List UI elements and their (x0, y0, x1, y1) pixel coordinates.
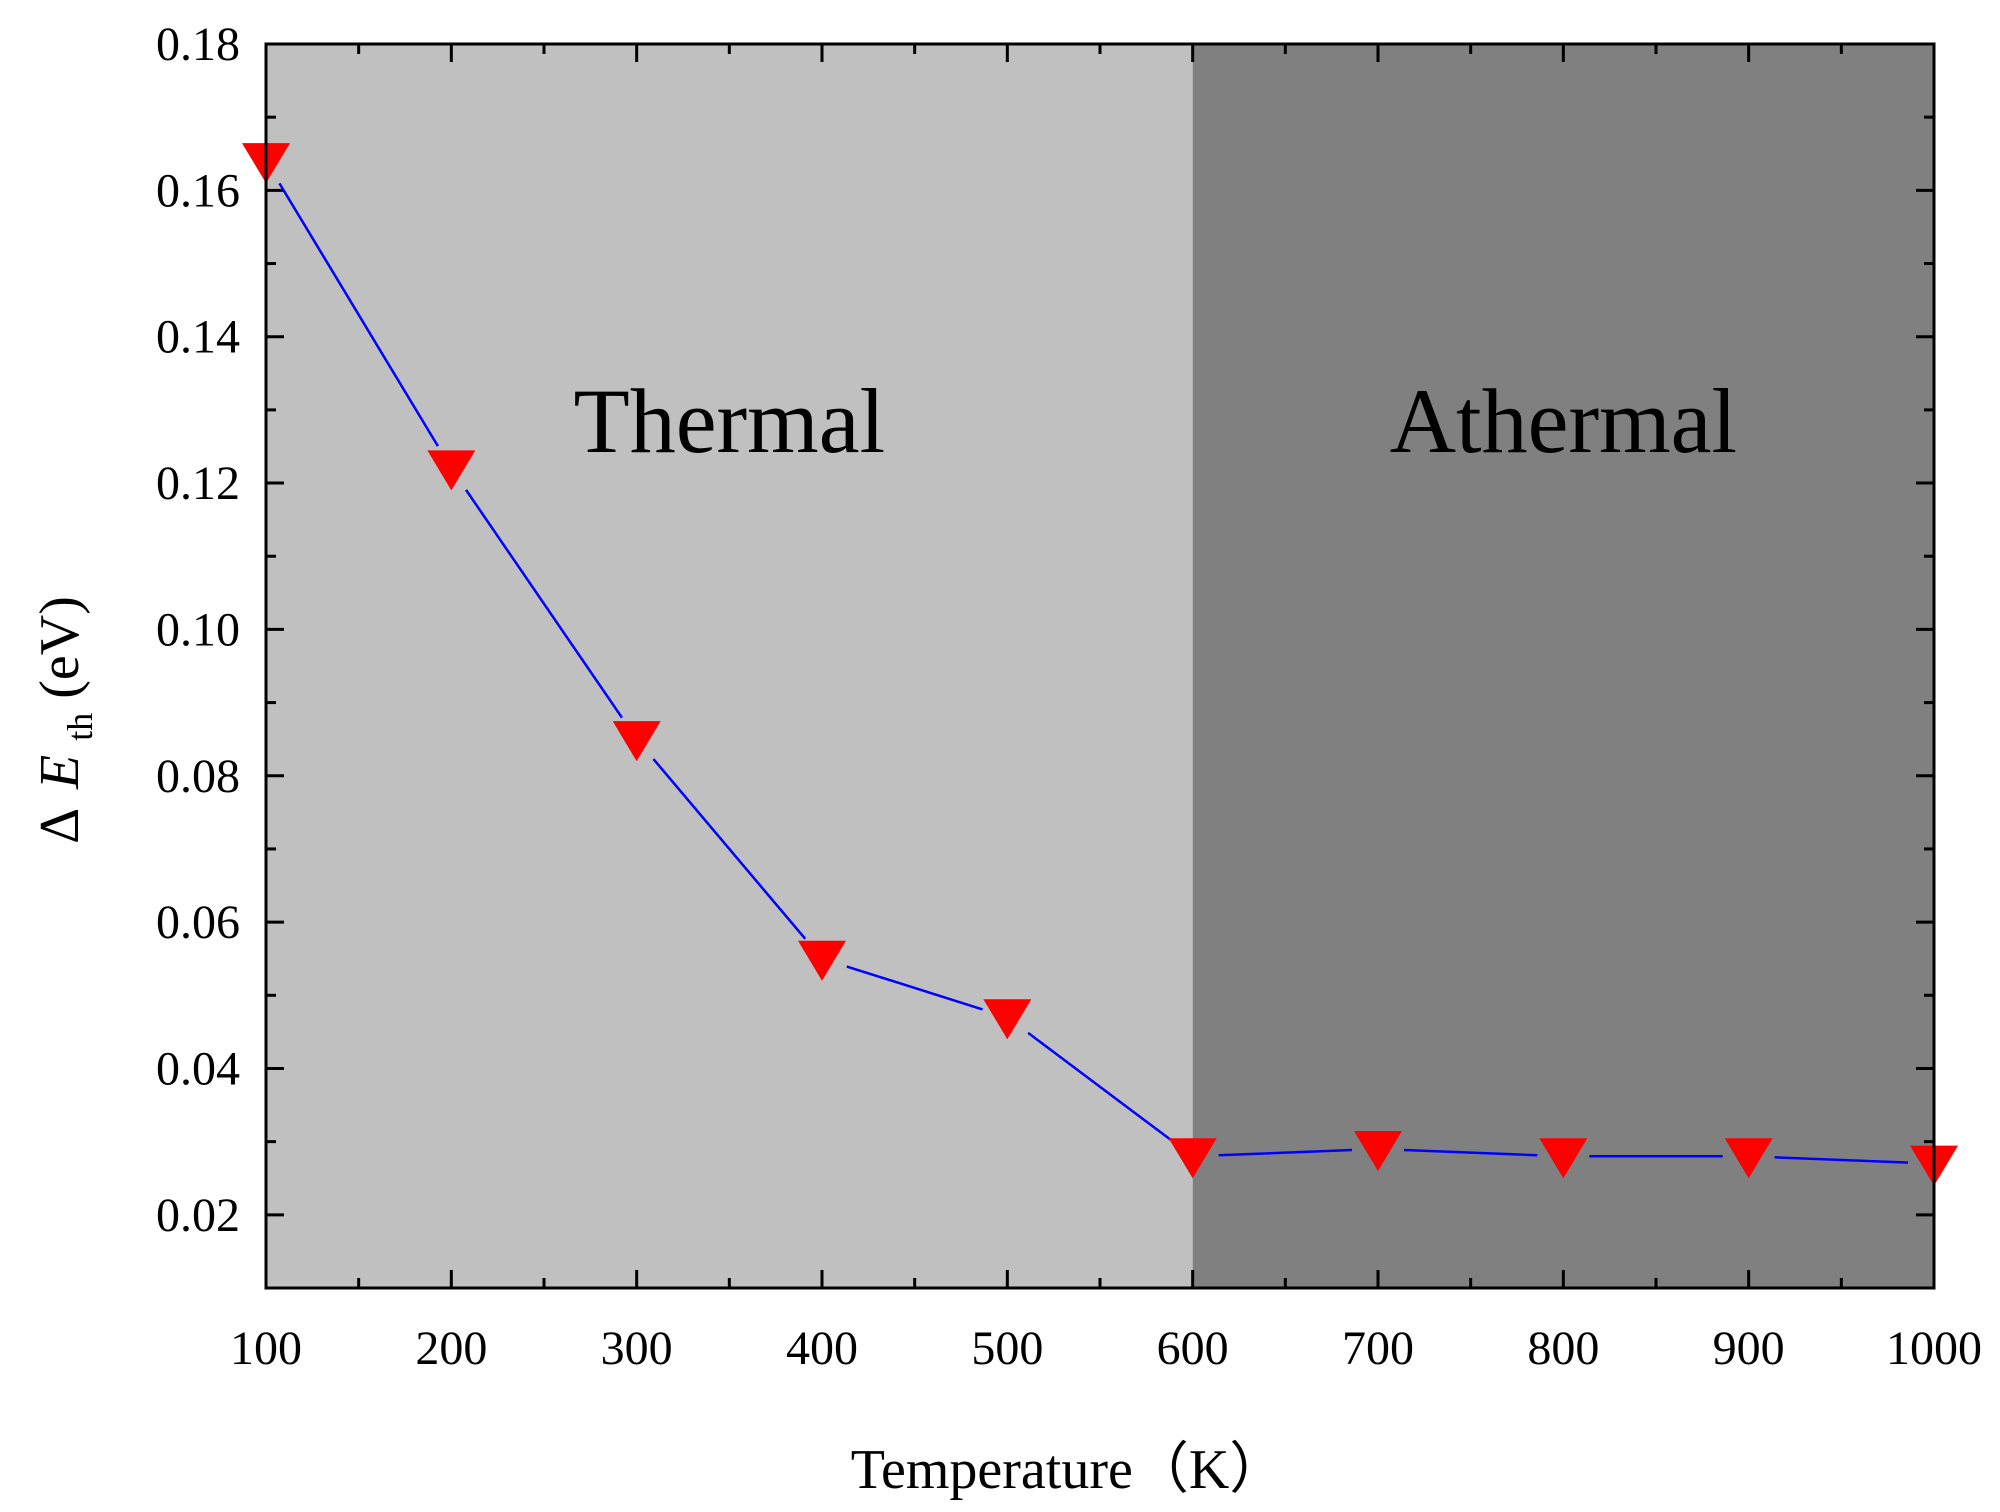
y-tick-label: 0.16 (156, 164, 240, 217)
x-tick-label: 700 (1342, 1322, 1414, 1375)
y-tick-label: 0.10 (156, 603, 240, 656)
data-point-marker (1724, 1138, 1773, 1179)
x-tick-label: 400 (786, 1322, 858, 1375)
x-tick-label: 1000 (1886, 1322, 1982, 1375)
series-line-segment (1027, 1031, 1173, 1142)
x-tick-label: 200 (415, 1322, 487, 1375)
series-line-segment (1218, 1148, 1353, 1157)
series-line-segment (846, 965, 983, 1011)
x-tick-label: 500 (971, 1322, 1043, 1375)
data-point-marker (427, 450, 476, 491)
data-point-marker (1539, 1138, 1588, 1179)
x-tick-label: 900 (1713, 1322, 1785, 1375)
region-label-athermal: Athermal (1390, 370, 1737, 472)
data-point-marker (798, 940, 846, 981)
series-line-segment (1403, 1148, 1538, 1157)
y-tick-labels: 0.02 0.04 0.06 0.08 0.10 0.12 0.14 0.16 0.18 (156, 18, 240, 1242)
series-line-segment (652, 758, 807, 940)
data-point-marker (612, 721, 661, 762)
series-line-segment (278, 182, 439, 447)
x-axis-title: Temperature（K） (851, 1439, 1286, 1501)
y-tick-label: 0.14 (156, 311, 240, 364)
region-labels: Thermal Athermal (574, 370, 1738, 472)
y-tick-label: 0.02 (156, 1189, 240, 1242)
x-tick-label: 100 (230, 1322, 302, 1375)
data-point-marker (983, 999, 1032, 1040)
series-line-segment (464, 489, 624, 719)
x-tick-labels: 100 200 300 400 500 600 700 800 900 1000 (230, 1322, 1982, 1375)
series-line-segment (1774, 1156, 1909, 1164)
y-tick-label: 0.08 (156, 750, 240, 803)
y-tick-label: 0.12 (156, 457, 240, 510)
region-label-thermal: Thermal (574, 370, 886, 472)
x-tick-label: 300 (601, 1322, 673, 1375)
y-tick-label: 0.06 (156, 896, 240, 949)
plot-regions (266, 44, 1934, 1288)
region-thermal (266, 44, 1193, 1288)
y-axis-unit: (eV) (29, 596, 91, 699)
x-tick-label: 800 (1527, 1322, 1599, 1375)
data-series (242, 143, 1958, 1186)
y-axis-title: Δ E th (eV) (29, 596, 105, 844)
y-tick-label: 0.04 (156, 1042, 240, 1095)
svg-text:Δ E th (eV): Δ E th (eV) (29, 596, 105, 844)
y-axis-delta: Δ (29, 810, 91, 844)
y-axis-symbol: E (29, 755, 91, 790)
y-tick-label: 0.18 (156, 18, 240, 71)
data-point-marker (1354, 1130, 1402, 1171)
x-tick-label: 600 (1157, 1322, 1229, 1375)
plot-frame (264, 42, 1936, 1290)
region-athermal (1192, 44, 1934, 1288)
y-axis-subscript: th (60, 713, 100, 741)
data-point-marker (1168, 1138, 1217, 1179)
